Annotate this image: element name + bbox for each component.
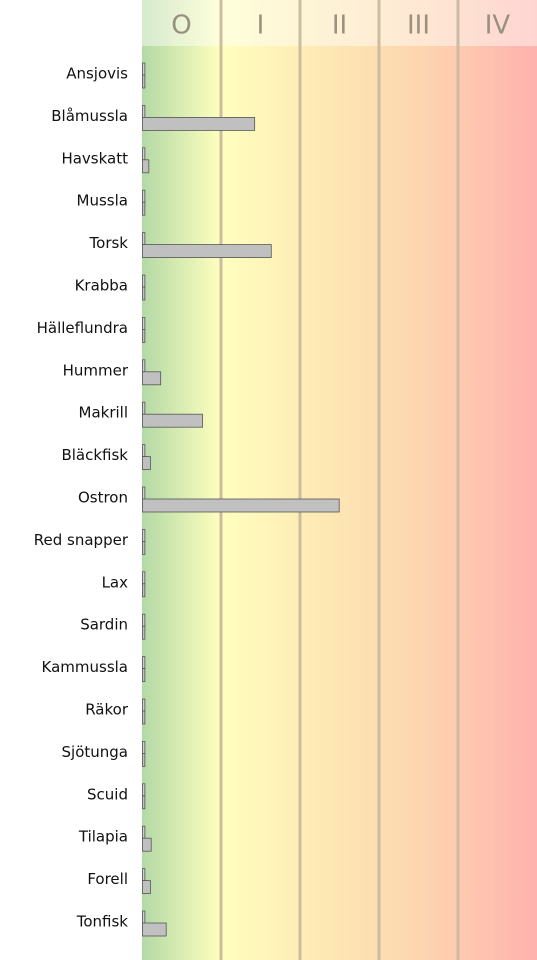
bar	[142, 286, 146, 301]
bar	[142, 825, 146, 839]
category-label: Torsk	[89, 234, 129, 252]
bar	[142, 910, 146, 924]
zone-label: O	[171, 11, 191, 41]
category-label: Sardin	[80, 616, 128, 634]
bar	[142, 444, 146, 458]
zone-label: III	[407, 11, 430, 41]
category-label: Blåmussla	[51, 107, 128, 125]
category-label: Scuid	[87, 785, 128, 803]
category-label: Lax	[102, 573, 129, 591]
bar	[142, 62, 146, 76]
bar	[142, 710, 146, 725]
bar	[142, 159, 150, 174]
category-label: Hälleflundra	[37, 319, 128, 337]
bar	[142, 413, 203, 428]
bar	[142, 656, 146, 669]
bar	[142, 571, 146, 585]
bar	[142, 371, 162, 386]
bar	[142, 147, 146, 161]
category-label: Mussla	[77, 192, 128, 210]
bar	[142, 486, 146, 500]
category-label: Ansjovis	[66, 65, 128, 83]
zone-label: I	[257, 11, 265, 41]
bar	[142, 117, 256, 131]
bar	[142, 868, 146, 881]
zone-label: II	[332, 11, 347, 41]
plot-background	[142, 0, 537, 960]
bar	[142, 583, 146, 598]
category-label: Sjötunga	[62, 743, 128, 761]
bar	[142, 783, 146, 797]
bar	[142, 232, 146, 246]
bar	[142, 359, 146, 373]
bar	[142, 529, 146, 542]
category-label: Räkor	[85, 701, 129, 719]
category-label: Kammussla	[42, 658, 128, 676]
category-label: Forell	[87, 870, 128, 888]
bar	[142, 328, 146, 343]
header-band	[142, 0, 537, 46]
bar	[142, 625, 146, 640]
category-label: Tonfisk	[76, 913, 129, 931]
bar	[142, 201, 146, 216]
bar	[142, 880, 151, 894]
bar	[142, 753, 146, 767]
bar	[142, 74, 146, 89]
bar	[142, 795, 146, 810]
bar	[142, 105, 146, 118]
bar	[142, 316, 146, 330]
zone-label: IV	[485, 11, 511, 41]
category-label: Havskatt	[61, 149, 128, 167]
category-label: Bläckfisk	[61, 446, 128, 464]
bar	[142, 498, 340, 513]
bar	[142, 698, 146, 712]
category-label: Makrill	[79, 404, 129, 422]
category-label: Hummer	[63, 361, 129, 379]
bar	[142, 189, 146, 203]
bar	[142, 741, 146, 754]
bar	[142, 541, 146, 555]
bar	[142, 274, 146, 288]
category-label: Red snapper	[34, 531, 129, 549]
category-label: Krabba	[75, 277, 128, 295]
category-label: Tilapia	[78, 828, 128, 846]
bar	[142, 668, 146, 682]
bar	[142, 613, 146, 627]
bar	[142, 401, 146, 415]
category-label: Ostron	[78, 489, 128, 507]
bar	[142, 837, 152, 852]
bar	[142, 456, 151, 471]
bar	[142, 922, 167, 937]
bar	[142, 244, 272, 259]
